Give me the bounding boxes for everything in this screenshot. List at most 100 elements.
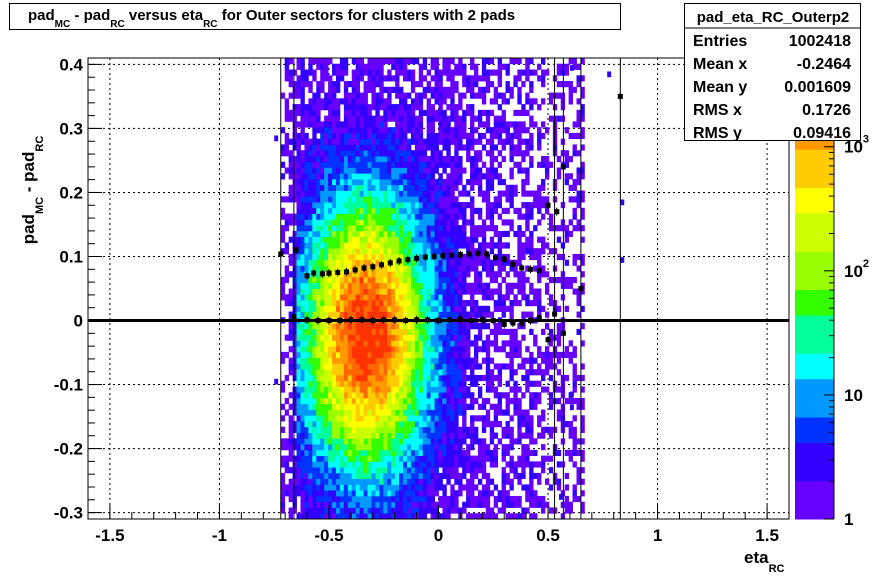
heatmap-cell: [466, 386, 471, 393]
heatmap-cell: [375, 115, 380, 122]
heatmap-cell: [387, 461, 392, 468]
heatmap-cell: [332, 115, 337, 122]
heatmap-cell: [328, 421, 333, 428]
heatmap-cell: [450, 311, 455, 318]
heatmap-cell: [316, 363, 321, 370]
heatmap-cell: [418, 432, 424, 439]
heatmap-cell: [430, 513, 435, 520]
heatmap-cell: [292, 369, 297, 376]
heatmap-cell: [375, 253, 380, 261]
profile-point: [457, 316, 463, 322]
heatmap-cell: [462, 81, 467, 88]
heatmap-cell: [312, 127, 317, 134]
heatmap-cell: [426, 311, 432, 318]
heatmap-cell: [454, 259, 459, 266]
heatmap-cell: [284, 150, 290, 157]
heatmap-cell: [580, 438, 585, 445]
heatmap-cell: [580, 501, 585, 508]
heatmap-cell: [347, 467, 353, 474]
heatmap-cell: [296, 386, 301, 393]
heatmap-cell: [375, 150, 380, 157]
heatmap-cell: [454, 351, 459, 359]
heatmap-cell: [521, 294, 526, 301]
heatmap-cell: [426, 495, 432, 503]
heatmap-cell: [359, 421, 364, 428]
heatmap-cell: [426, 323, 432, 330]
heatmap-cell: [367, 132, 372, 140]
heatmap-cell: [343, 323, 349, 330]
heatmap-cell: [450, 81, 455, 88]
heatmap-cell: [450, 230, 455, 238]
heatmap-cell: [548, 374, 554, 382]
heatmap-cell: [458, 403, 463, 410]
heatmap-cell: [320, 363, 325, 370]
heatmap-cell: [403, 426, 408, 433]
heatmap-cell: [533, 202, 538, 209]
heatmap-cell: [450, 421, 455, 428]
heatmap-cell: [395, 242, 400, 249]
heatmap-cell: [328, 444, 333, 451]
heatmap-cell: [497, 230, 502, 238]
heatmap-cell: [391, 236, 396, 243]
heatmap-cell: [375, 271, 380, 278]
heatmap-cell: [391, 507, 396, 514]
heatmap-cell: [300, 115, 305, 122]
heatmap-cell: [320, 513, 325, 520]
heatmap-cell: [387, 58, 392, 65]
heatmap-cell: [434, 328, 439, 335]
heatmap-cell: [410, 507, 416, 514]
heatmap-cell: [351, 75, 357, 82]
heatmap-cell: [316, 184, 321, 191]
heatmap-cell: [406, 294, 412, 301]
heatmap-cell: [363, 219, 368, 226]
heatmap-cell: [489, 109, 495, 117]
heatmap-cell: [450, 86, 455, 93]
heatmap-cell: [580, 426, 585, 433]
heatmap-cell: [367, 346, 372, 353]
heatmap-cell: [414, 81, 420, 88]
heatmap-cell: [335, 403, 341, 410]
heatmap-cell: [541, 432, 546, 439]
heatmap-cell: [620, 199, 625, 206]
heatmap-cell: [544, 207, 550, 214]
heatmap-cell: [284, 438, 290, 445]
heatmap-cell: [521, 357, 526, 364]
heatmap-cell: [450, 340, 455, 347]
heatmap-cell: [292, 271, 297, 278]
heatmap-cell: [375, 98, 380, 105]
heatmap-cell: [300, 513, 305, 520]
heatmap-cell: [379, 75, 384, 82]
heatmap-cell: [347, 328, 353, 335]
heatmap-cell: [288, 323, 294, 330]
heatmap-cell: [363, 340, 368, 347]
heatmap-cell: [391, 461, 396, 468]
heatmap-cell: [316, 403, 321, 410]
heatmap-cell: [359, 179, 364, 186]
heatmap-cell: [292, 253, 297, 261]
heatmap-cell: [343, 397, 349, 405]
heatmap-cell: [296, 150, 301, 157]
heatmap-cell: [450, 190, 455, 197]
heatmap-cell: [339, 282, 345, 289]
heatmap-cell: [418, 276, 424, 284]
heatmap-cell: [489, 438, 495, 445]
heatmap-cell: [477, 513, 483, 520]
heatmap-cell: [505, 490, 510, 497]
heatmap-cell: [410, 363, 416, 370]
heatmap-cell: [371, 230, 376, 238]
heatmap-cell: [426, 288, 432, 295]
heatmap-cell: [312, 58, 317, 65]
heatmap-cell: [292, 438, 297, 445]
heatmap-cell: [548, 213, 554, 220]
heatmap-cell: [347, 282, 353, 289]
heatmap-cell: [541, 69, 546, 76]
heatmap-cell: [430, 127, 435, 134]
heatmap-cell: [320, 334, 325, 341]
heatmap-cell: [485, 127, 491, 134]
heatmap-cell: [367, 369, 372, 376]
heatmap-cell: [454, 282, 459, 289]
heatmap-cell: [434, 138, 439, 145]
heatmap-cell: [537, 501, 542, 508]
heatmap-cell: [316, 432, 321, 439]
heatmap-cell: [316, 144, 321, 151]
